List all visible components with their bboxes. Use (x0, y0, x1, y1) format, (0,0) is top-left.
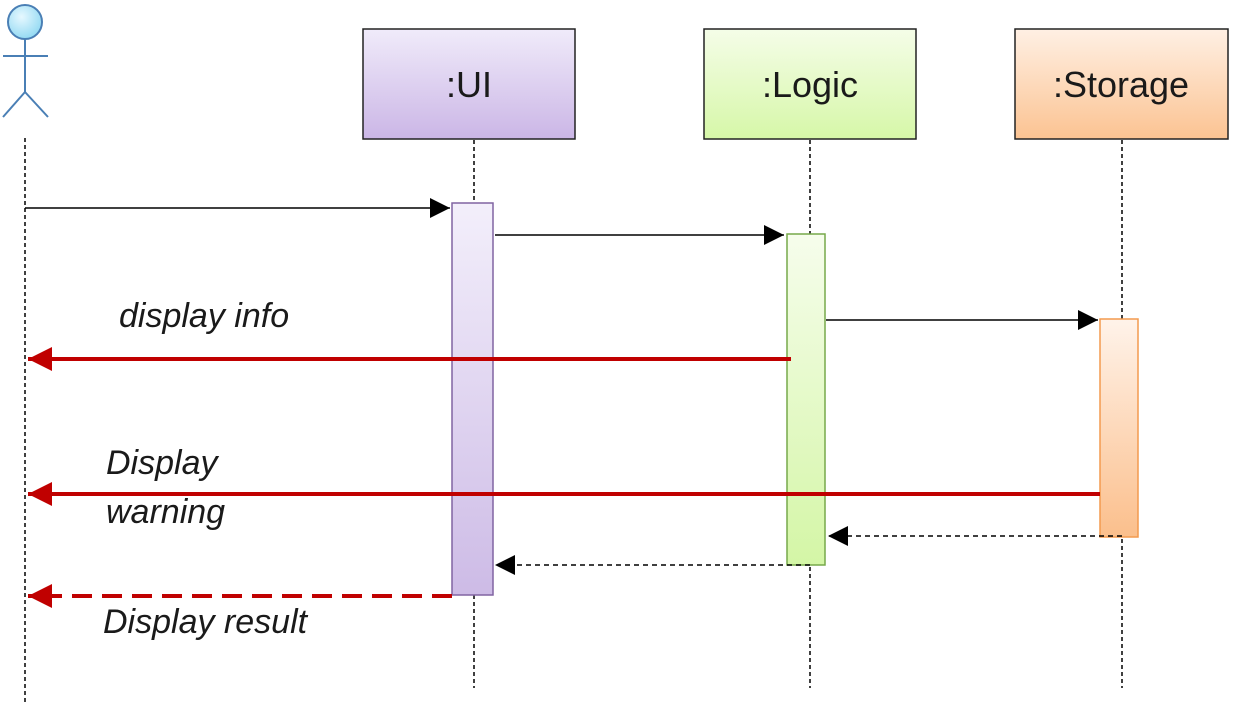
participant-ui: :UI (362, 28, 576, 140)
participant-storage: :Storage (1014, 28, 1229, 140)
participant-logic-label: :Logic (762, 64, 858, 105)
participant-storage-label: :Storage (1053, 64, 1189, 105)
label-display-result: Display result (103, 603, 309, 641)
ui-activation-bar (451, 202, 494, 596)
participant-ui-label: :UI (446, 64, 492, 105)
storage-activation-bar (1099, 318, 1139, 538)
user-stick-figure-icon (2, 4, 49, 118)
participant-logic: :Logic (703, 28, 917, 140)
label-display-warning-line1: Display (106, 444, 219, 482)
label-display-warning-line2: warning (106, 493, 225, 531)
logic-activation-bar (786, 233, 826, 566)
label-display-info: display info (119, 297, 289, 335)
